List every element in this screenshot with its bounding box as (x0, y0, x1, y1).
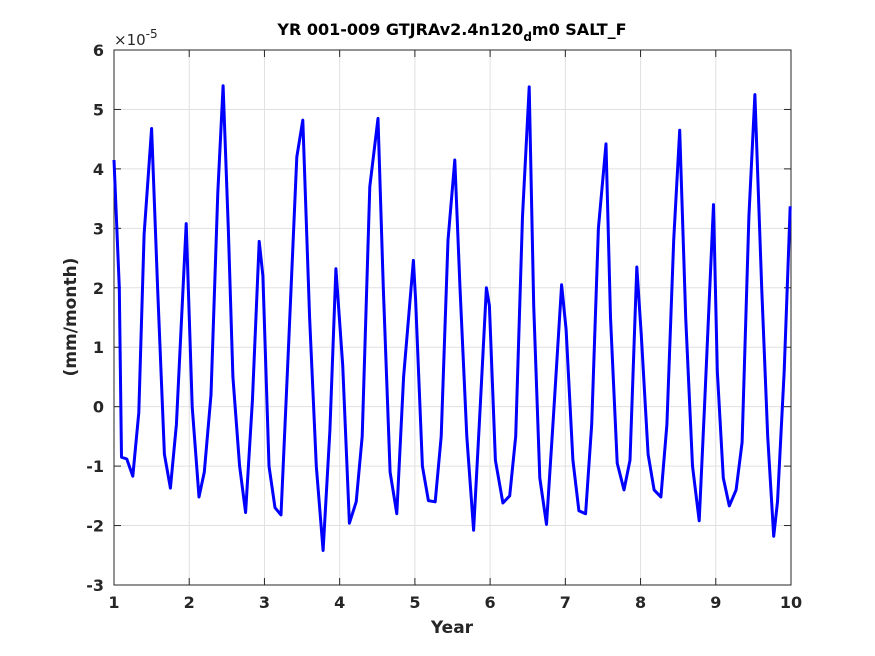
y-axis-label: (mm/month) (61, 258, 81, 377)
series-line (112, 84, 792, 552)
x-tick-labels: 1 2 3 4 5 6 7 8 9 10 (108, 593, 802, 612)
y-tick-labels: -3 -2 -1 0 1 2 3 4 5 6 (86, 41, 104, 595)
y-tick-label: 5 (93, 100, 104, 119)
chart-title: YR 001-009 GTJRAv2.4n120dm0 SALT_F (276, 20, 626, 44)
x-tick-label: 5 (409, 593, 420, 612)
y-tick-label: 3 (93, 219, 104, 238)
x-tick-label: 2 (184, 593, 195, 612)
y-tick-label: -2 (86, 517, 104, 536)
x-tick-label: 3 (259, 593, 270, 612)
x-tick-label: 6 (485, 593, 496, 612)
y-tick-label: 6 (93, 41, 104, 60)
y-tick-label: 4 (93, 160, 104, 179)
y-tick-label: -1 (86, 457, 104, 476)
y-tick-label: 2 (93, 279, 104, 298)
title-subscript: d (523, 30, 532, 44)
x-tick-label: 1 (108, 593, 119, 612)
plot-area (114, 50, 791, 585)
x-tick-label: 7 (560, 593, 571, 612)
x-tick-label: 9 (710, 593, 721, 612)
x-tick-label: 10 (780, 593, 802, 612)
x-tick-label: 8 (635, 593, 646, 612)
x-axis-label: Year (430, 618, 474, 638)
y-tick-label: 1 (93, 338, 104, 357)
y-tick-label: -3 (86, 576, 104, 595)
y-exponent-label: ×10-5 (114, 27, 158, 49)
y-exponent-power: -5 (146, 27, 158, 41)
x-tick-label: 4 (334, 593, 345, 612)
y-tick-label: 0 (93, 398, 104, 417)
axes-box (113, 49, 792, 586)
